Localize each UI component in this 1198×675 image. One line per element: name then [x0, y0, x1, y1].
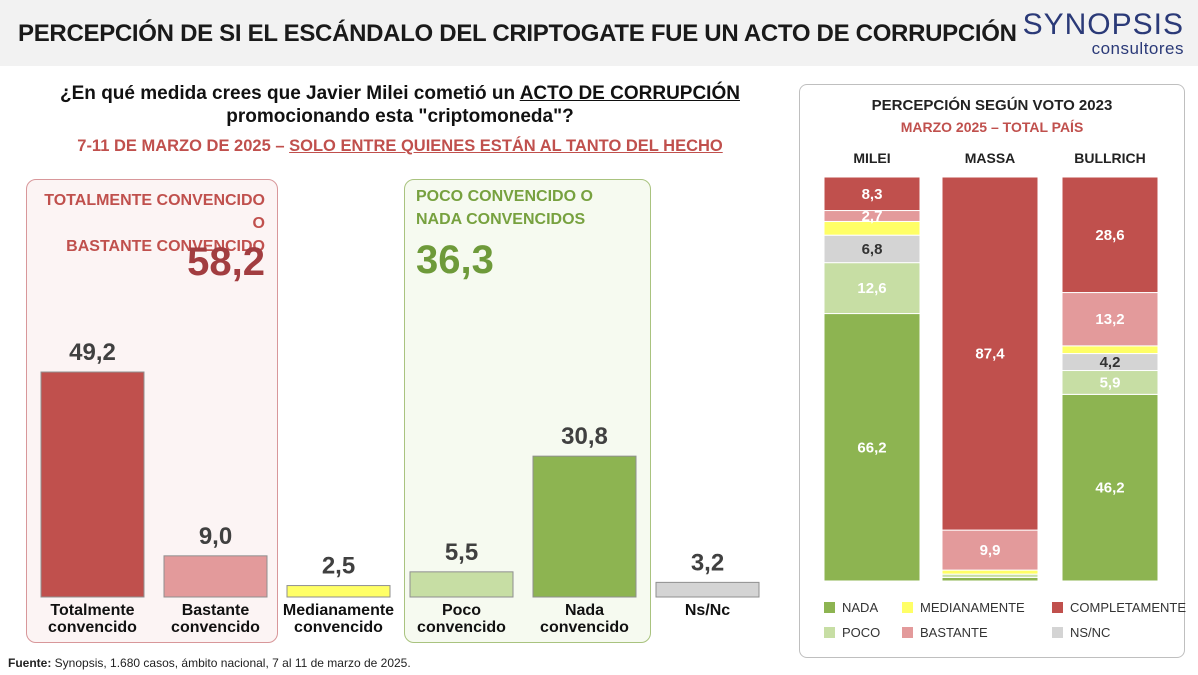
page-title: PERCEPCIÓN DE SI EL ESCÁNDALO DEL CRIPTO…	[18, 20, 1017, 47]
convinced-group-label: TOTALMENTE CONVENCIDO O BASTANTE CONVENC…	[40, 189, 265, 258]
stack-segment-bullrich-bastante	[1061, 292, 1159, 347]
vote-panel-subtitle: MARZO 2025 – TOTAL PAÍS	[900, 119, 1084, 135]
bar-nada-convencido	[532, 455, 637, 598]
stack-category-milei: MILEI	[853, 150, 890, 166]
stack-label-milei-completamente: 8,3	[862, 186, 883, 203]
bar-category-poco-convencido-line2: convencido	[417, 619, 506, 636]
stack-segment-massa-completamente	[941, 176, 1039, 531]
question-text-end: promocionando esta "criptomoneda"?	[226, 106, 574, 127]
legend-label-completamente: COMPLETAMENTE	[1070, 600, 1186, 615]
subtitle-scope: SOLO ENTRE QUIENES ESTÁN AL TANTO DEL HE…	[289, 137, 723, 155]
legend-label-medianamente: MEDIANAMENTE	[920, 600, 1025, 615]
legend-swatch-completamente	[1052, 602, 1063, 613]
convinced-label-line2: BASTANTE CONVENCIDO	[66, 238, 265, 255]
header-bar	[0, 0, 1198, 66]
legend-swatch-ns-nc	[1052, 627, 1063, 638]
bar-category-totalmente-convencido-line1: Totalmente	[50, 602, 134, 619]
bar-category-bastante-convencido-line2: convencido	[171, 619, 260, 636]
stack-label-milei-bastante: 2,7	[862, 208, 883, 225]
stack-segment-milei-ns-nc	[823, 234, 921, 264]
question-emphasis: ACTO DE CORRUPCIÓN	[519, 83, 740, 104]
bar-value-ns-nc: 3,2	[691, 549, 724, 576]
bar-category-medianamente-convencido-line1: Medianamente	[283, 602, 394, 619]
stack-segment-milei-nada	[823, 313, 921, 582]
survey-question: ¿En qué medida crees que Javier Milei co…	[40, 82, 760, 128]
stack-label-bullrich-ns-nc: 4,2	[1100, 354, 1121, 371]
bar-value-poco-convencido: 5,5	[445, 539, 478, 566]
bar-value-totalmente-convencido: 49,2	[69, 339, 116, 366]
legend-label-poco: POCO	[842, 625, 880, 640]
stack-segment-milei-completamente	[823, 176, 921, 212]
stack-segment-massa-bastante	[941, 529, 1039, 571]
logo-tagline: consultores	[1091, 39, 1184, 58]
not-convinced-label-line2: NADA CONVENCIDOS	[416, 211, 586, 228]
convinced-label-line1: TOTALMENTE CONVENCIDO O	[44, 192, 265, 232]
bar-category-ns-nc-line1: Ns/Nc	[685, 602, 730, 619]
bar-category-nada-convencido-line1: Nada	[565, 602, 604, 619]
stack-category-bullrich: BULLRICH	[1074, 150, 1146, 166]
bar-totalmente-convencido	[40, 371, 145, 598]
stack-segment-milei-poco	[823, 262, 921, 315]
legend-swatch-bastante	[902, 627, 913, 638]
bar-category-nada-convencido-line2: convencido	[540, 619, 629, 636]
bar-category-poco-convencido-line1: Poco	[442, 602, 481, 619]
bar-poco-convencido	[409, 571, 514, 598]
question-text-start: ¿En qué medida crees que Javier Milei co…	[60, 83, 520, 104]
not-convinced-label-line1: POCO CONVENCIDO O	[416, 188, 593, 205]
stack-label-bullrich-bastante: 13,2	[1095, 311, 1124, 328]
bar-bastante-convencido	[163, 555, 268, 598]
subtitle-date: 7-11 DE MARZO DE 2025 –	[77, 137, 290, 155]
logo-wordmark: SYNOPSIS	[1022, 8, 1184, 41]
bar-category-medianamente-convencido-line2: convencido	[294, 619, 383, 636]
stack-label-bullrich-completamente: 28,6	[1095, 227, 1124, 244]
stack-label-massa-bastante: 9,9	[980, 542, 1001, 559]
stack-label-milei-nada: 66,2	[857, 439, 886, 456]
bar-category-bastante-convencido-line1: Bastante	[182, 602, 250, 619]
stack-segment-bullrich-medianamente	[1061, 345, 1159, 355]
stack-label-bullrich-poco: 5,9	[1100, 374, 1121, 391]
not-convinced-group-label: POCO CONVENCIDO O NADA CONVENCIDOS	[416, 185, 641, 231]
legend-swatch-medianamente	[902, 602, 913, 613]
bar-category-totalmente-convencido-line2: convencido	[48, 619, 137, 636]
source-text: Synopsis, 1.680 casos, ámbito nacional, …	[51, 656, 411, 670]
source-note: Fuente: Synopsis, 1.680 casos, ámbito na…	[8, 656, 411, 670]
bar-value-medianamente-convencido: 2,5	[322, 553, 355, 580]
stack-category-massa: MASSA	[965, 150, 1016, 166]
legend-label-bastante: BASTANTE	[920, 625, 988, 640]
vote-panel-title: PERCEPCIÓN SEGÚN VOTO 2023	[871, 97, 1113, 114]
legend-swatch-nada	[824, 602, 835, 613]
legend-label-nada: NADA	[842, 600, 878, 615]
stack-segment-massa-nada	[941, 576, 1039, 582]
not-convinced-total: 36,3	[416, 238, 494, 282]
convinced-total: 58,2	[187, 240, 265, 284]
stack-segment-bullrich-completamente	[1061, 176, 1159, 294]
legend-swatch-poco	[824, 627, 835, 638]
survey-subtitle: 7-11 DE MARZO DE 2025 – SOLO ENTRE QUIEN…	[40, 137, 760, 156]
stack-label-massa-completamente: 87,4	[975, 346, 1005, 363]
stack-label-milei-ns-nc: 6,8	[862, 241, 883, 258]
bar-value-bastante-convencido: 9,0	[199, 523, 232, 550]
source-label: Fuente:	[8, 656, 52, 670]
legend-label-ns-nc: NS/NC	[1070, 625, 1110, 640]
bar-ns-nc	[655, 581, 760, 598]
bar-value-nada-convencido: 30,8	[561, 423, 608, 450]
bar-medianamente-convencido	[286, 585, 391, 598]
stack-label-milei-poco: 12,6	[857, 280, 886, 297]
stack-segment-massa-medianamente	[941, 569, 1039, 575]
brand-logo: SYNOPSIS consultores	[1023, 10, 1184, 58]
stack-label-bullrich-nada: 46,2	[1095, 480, 1124, 497]
